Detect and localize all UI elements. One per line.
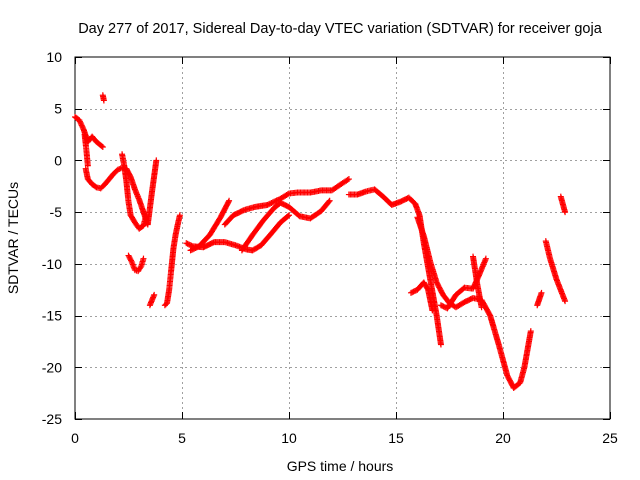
data-point xyxy=(482,255,489,262)
series-s18 xyxy=(534,289,545,309)
x-axis-label: GPS time / hours xyxy=(287,458,394,474)
series-s12 xyxy=(238,197,333,254)
data-point xyxy=(128,257,135,264)
x-tick-label: 0 xyxy=(71,430,79,446)
series-s1 xyxy=(72,113,106,150)
series-s4 xyxy=(99,92,107,104)
series-s10 xyxy=(187,197,233,254)
series-s5 xyxy=(119,151,149,232)
series-s16 xyxy=(437,255,489,312)
series-s6 xyxy=(125,252,147,275)
x-tick-label: 5 xyxy=(178,430,186,446)
y-tick-label: 5 xyxy=(54,101,62,117)
data-point xyxy=(76,118,83,125)
x-tick-label: 10 xyxy=(281,430,297,446)
data-point xyxy=(437,341,444,348)
x-tick-label: 20 xyxy=(495,430,511,446)
data-point xyxy=(153,157,160,164)
y-tick-label: -25 xyxy=(42,411,62,427)
tick-label-layer: 0 5 10 15 20 25 10 5 0 -5 -10 -15 -20 -25 xyxy=(42,49,618,446)
series-s15 xyxy=(407,279,436,314)
series-s17 xyxy=(470,253,485,311)
data-point xyxy=(286,212,292,219)
x-tick-label: 25 xyxy=(602,430,618,446)
data-point xyxy=(79,123,86,130)
data-point xyxy=(478,304,485,311)
data-point xyxy=(142,214,149,221)
tick-layer xyxy=(75,57,611,420)
data-point xyxy=(78,121,85,128)
y-tick-label: -5 xyxy=(50,204,63,220)
y-tick-label: -10 xyxy=(42,256,62,272)
data-point xyxy=(226,197,233,204)
data-point xyxy=(98,143,105,150)
data-point xyxy=(326,197,333,204)
data-point xyxy=(325,198,332,205)
data-point xyxy=(151,291,158,298)
data-point xyxy=(562,209,569,216)
series-s8 xyxy=(161,212,183,309)
y-axis-label: SDTVAR / TECUs xyxy=(5,182,21,294)
grid-layer xyxy=(75,57,610,419)
data-point xyxy=(429,307,436,314)
data-marks xyxy=(72,92,569,391)
data-point xyxy=(562,298,569,305)
data-point xyxy=(78,122,85,129)
y-tick-label: -20 xyxy=(42,359,62,375)
y-tick-label: 10 xyxy=(46,49,62,65)
x-tick-label: 15 xyxy=(388,430,404,446)
y-tick-label: -15 xyxy=(42,308,62,324)
series-s2 xyxy=(81,131,91,169)
data-point xyxy=(76,117,83,124)
y-tick-label: 0 xyxy=(54,152,62,168)
data-point xyxy=(538,289,545,296)
chart-title: Day 277 of 2017, Sidereal Day-to-day VTE… xyxy=(78,21,603,37)
plot-frame xyxy=(74,56,611,420)
data-point xyxy=(345,176,352,183)
data-point xyxy=(137,264,144,271)
data-point xyxy=(284,213,291,220)
data-point xyxy=(77,119,84,126)
data-point xyxy=(527,328,534,335)
data-point xyxy=(225,198,232,205)
series-s19 xyxy=(542,238,569,305)
data-point xyxy=(284,191,291,198)
series-s7 xyxy=(146,291,158,309)
data-point xyxy=(99,143,106,150)
data-point xyxy=(100,97,107,104)
series-s20 xyxy=(557,193,569,216)
data-point xyxy=(140,255,147,262)
series-s14 xyxy=(414,214,534,391)
data-point xyxy=(176,212,183,219)
series-s11 xyxy=(221,176,352,228)
data-point xyxy=(344,176,351,183)
data-point xyxy=(84,162,91,169)
